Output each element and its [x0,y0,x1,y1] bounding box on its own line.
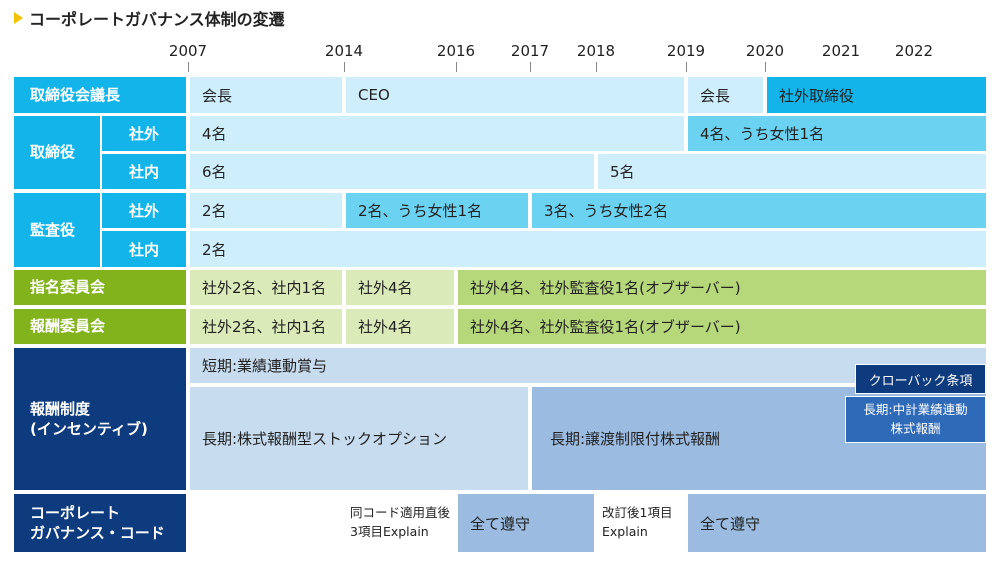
cell-nomination-2007: 社外2名、社内1名 [190,270,342,305]
row-header-compensation: 報酬制度 (インセンティブ) [14,348,186,490]
cell-short-term-bonus: 短期:業績連動賞与 [190,348,986,383]
row-header-compensation-line1: 報酬制度 [30,399,91,418]
cell-board-inside-2007: 6名 [190,154,594,189]
cell-cg-after-revision: 改訂後1項目 Explain [598,494,686,552]
cell-auditors-outside-2014: 2名、うち女性1名 [346,193,528,228]
cell-nomination-2016: 社外4名、社外監査役1名(オブザーバー) [458,270,986,305]
cell-auditors-inside-2007: 2名 [190,231,986,267]
cell-remuneration-2016: 社外4名、社外監査役1名(オブザーバー) [458,309,986,344]
cg-after-revision-line2: Explain [602,524,648,539]
year-label-2022: 2022 [894,42,934,60]
cell-chair-2014: CEO [346,77,684,113]
sub-header-auditors-outside: 社外 [102,193,186,228]
cell-remuneration-2007: 社外2名、社内1名 [190,309,342,344]
cell-nomination-2014: 社外4名 [346,270,454,305]
year-label-2020: 2020 [745,42,785,60]
clawback-badge: クローバック条項 [855,364,986,394]
year-label-2018: 2018 [576,42,616,60]
year-label-2021: 2021 [821,42,861,60]
row-header-cg-code: コーポレート ガバナンス・コード [14,494,186,552]
midterm-stock-line2: 株式報酬 [890,420,941,436]
row-header-compensation-line2: (インセンティブ) [30,420,148,438]
cell-chair-2019: 会長 [688,77,763,113]
cell-chair-2020: 社外取締役 [767,77,986,113]
year-label-2017: 2017 [510,42,550,60]
cell-cg-after-adoption: 同コード適用直後 3項目Explain [344,494,456,552]
year-tick [596,62,597,72]
row-header-remuneration-committee: 報酬委員会 [14,309,186,344]
cg-after-revision-line1: 改訂後1項目 [602,505,673,521]
year-tick [765,62,766,72]
row-header-auditors: 監査役 [14,193,100,267]
cell-cg-full-compliance-1: 全て遵守 [458,494,594,552]
sub-header-board-inside: 社内 [102,154,186,189]
chart-title: コーポレートガバナンス体制の変遷 [14,6,285,30]
year-label-2014: 2014 [324,42,364,60]
year-label-2016: 2016 [436,42,476,60]
year-tick [456,62,457,72]
row-header-cg-code-line1: コーポレート [30,503,121,522]
cell-cg-full-compliance-2: 全て遵守 [688,494,986,552]
year-tick [530,62,531,72]
year-label-2007: 2007 [168,42,208,60]
year-tick [686,62,687,72]
cell-chair-2007: 会長 [190,77,342,113]
sub-header-auditors-inside: 社内 [102,231,186,267]
cell-board-outside-2007: 4名 [190,116,684,151]
sub-header-board-outside: 社外 [102,116,186,151]
page-title: コーポレートガバナンス体制の変遷 [29,10,285,29]
cell-long-term-stock-option: 長期:株式報酬型ストックオプション [190,387,528,490]
year-tick [188,62,189,72]
cg-after-adoption-line1: 同コード適用直後 [350,505,451,521]
midterm-stock-line1: 長期:中計業績連動 [863,402,968,418]
cell-remuneration-2014: 社外4名 [346,309,454,344]
year-label-2019: 2019 [666,42,706,60]
cell-long-term-midterm-stock: 長期:中計業績連動 株式報酬 [845,396,986,443]
year-tick [344,62,345,72]
cell-auditors-outside-2007: 2名 [190,193,342,228]
cell-board-inside-2018: 5名 [598,154,986,189]
row-header-cg-code-line2: ガバナンス・コード [30,524,165,542]
row-header-nomination: 指名委員会 [14,270,186,305]
cg-after-adoption-line2: 3項目Explain [350,524,429,539]
cell-auditors-outside-2017: 3名、うち女性2名 [532,193,986,228]
title-marker-icon [14,12,23,24]
row-header-board: 取締役 [14,116,100,189]
row-header-chair: 取締役会議長 [14,77,186,113]
cell-board-outside-2019: 4名、うち女性1名 [688,116,986,151]
